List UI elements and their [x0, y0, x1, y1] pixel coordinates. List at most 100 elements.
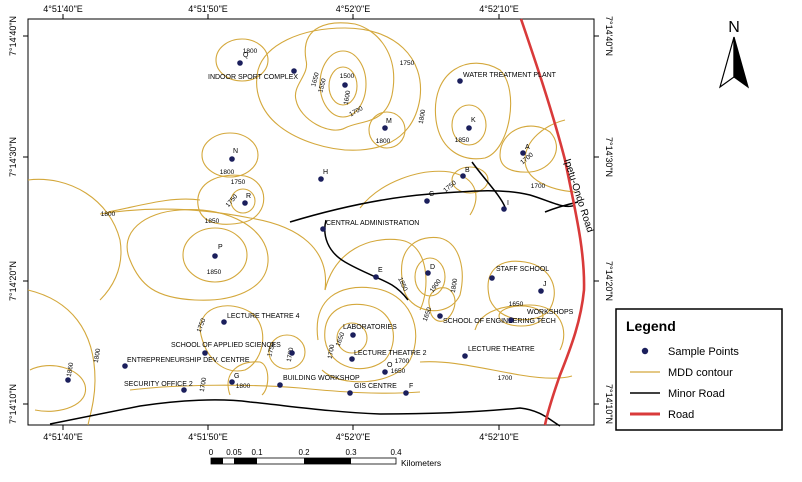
sample-point-label: LECTURE THEATRE 2 [354, 350, 427, 357]
sample-point [457, 78, 463, 84]
contour-line [451, 104, 487, 146]
sample-point [221, 319, 227, 325]
legend-label: MDD contour [668, 367, 733, 379]
sample-point-label: INDOOR SPORT COMPLEX [208, 74, 298, 81]
sample-point-label: WORKSHOPS [527, 309, 574, 316]
legend-label: Sample Points [668, 346, 739, 358]
contour-line [197, 174, 265, 225]
contour-line [27, 178, 122, 301]
contour-label: 1700 [498, 375, 513, 382]
contour-label: 1650 [422, 306, 434, 322]
contour-line [29, 365, 86, 412]
sample-point-label: P [218, 244, 223, 251]
legend-title: Legend [626, 318, 676, 334]
sample-point-label: K [471, 117, 476, 124]
legend-label: Road [668, 409, 694, 421]
scale-unit: Kilometers [401, 458, 441, 468]
sample-point [291, 68, 297, 74]
sample-point [425, 270, 431, 276]
contour-label: 1750 [231, 179, 246, 186]
scale-tick: 0.05 [226, 448, 242, 457]
contour-line [316, 286, 417, 383]
sample-point [424, 198, 430, 204]
sample-point-label: E [378, 267, 383, 274]
contour-label: 1700 [199, 377, 208, 393]
sample-point [212, 253, 218, 259]
scale-bar: 0 0.05 0.1 0.2 0.3 0.4 Kilometers [209, 448, 441, 468]
contour-line [499, 125, 557, 173]
contour-line [230, 188, 256, 214]
contour-line [524, 119, 576, 193]
left-tick-label: 7°14'30"N [8, 137, 18, 177]
sample-point [277, 382, 283, 388]
sample-point [320, 226, 326, 232]
left-tick-label: 7°14'10"N [8, 384, 18, 424]
right-tick-label: 7°14'20"N [604, 261, 614, 301]
sample-point [242, 200, 248, 206]
contour-line [201, 132, 259, 178]
minor-road [49, 399, 561, 427]
contour-line [336, 322, 368, 354]
sample-point [501, 206, 507, 212]
sample-point-label: F [409, 383, 413, 390]
contour-label: 1850 [455, 137, 470, 144]
contour-label: 1650 [310, 71, 321, 87]
sample-point [181, 387, 187, 393]
left-tick-label: 7°14'40"N [8, 16, 18, 56]
sample-point [489, 275, 495, 281]
contour-label: 1800 [93, 348, 102, 364]
sample-point [349, 356, 355, 362]
contour-label: 1800 [236, 383, 251, 390]
ipetu-ondo-road [519, 18, 586, 426]
contour-line [451, 166, 489, 194]
sample-point-label: BUILDING WORKSHOP [283, 375, 360, 382]
sample-point [520, 150, 526, 156]
axis-ticks [23, 14, 599, 430]
minor-road [289, 189, 576, 223]
contour-label: 1550 [317, 77, 328, 93]
sample-point-label: O [387, 362, 393, 369]
sample-point-label: WATER TREATMENT PLANT [463, 72, 557, 79]
contour-label: 1850 [207, 269, 222, 276]
bottom-tick-label: 4°52'10"E [479, 432, 519, 442]
sample-point-label: I [507, 200, 509, 207]
map-frame [27, 18, 595, 426]
sample-point [202, 350, 208, 356]
sample-point [318, 176, 324, 182]
bottom-tick-label: 4°51'50"E [188, 432, 228, 442]
sample-point [462, 353, 468, 359]
sample-point [460, 173, 466, 179]
sample-point-label: N [233, 148, 238, 155]
sample-point-label: D [430, 264, 435, 271]
contour-label: 1800 [376, 138, 391, 145]
sample-point [373, 274, 379, 280]
top-tick-label: 4°52'0"E [336, 4, 371, 14]
sample-point-label: LABORATORIES [343, 324, 397, 331]
sample-point-label: C [429, 191, 434, 198]
right-tick-label: 7°14'40"N [604, 16, 614, 56]
north-arrow-icon: N [718, 19, 750, 89]
sample-point [403, 390, 409, 396]
contour-label: 1800 [220, 169, 235, 176]
scale-tick: 0.2 [298, 448, 310, 457]
contour-line [129, 384, 421, 394]
contour-label: 1500 [340, 73, 355, 80]
sample-point [538, 288, 544, 294]
contour-label: 1650 [391, 368, 406, 375]
legend: Legend Sample Points MDD contour Minor R… [615, 308, 783, 431]
contour-label: 1650 [335, 331, 347, 347]
sample-point-label: SCHOOL OF ENGINEERING TECH [443, 318, 556, 325]
contour-line [428, 287, 456, 322]
minor-road [471, 161, 506, 208]
north-label: N [728, 19, 740, 36]
sample-point [382, 369, 388, 375]
contour-line [199, 305, 264, 372]
contour-label: 1750 [400, 60, 415, 67]
sample-points: Q INDOOR SPORT COMPLEX WATER TREATMENT PLA… [65, 52, 574, 396]
contour-line [324, 238, 427, 311]
sample-point-label: H [323, 169, 328, 176]
contour-label: 1700 [531, 183, 546, 190]
sample-point-label: J [543, 281, 547, 288]
contour-line [268, 334, 306, 370]
sample-point [342, 82, 348, 88]
